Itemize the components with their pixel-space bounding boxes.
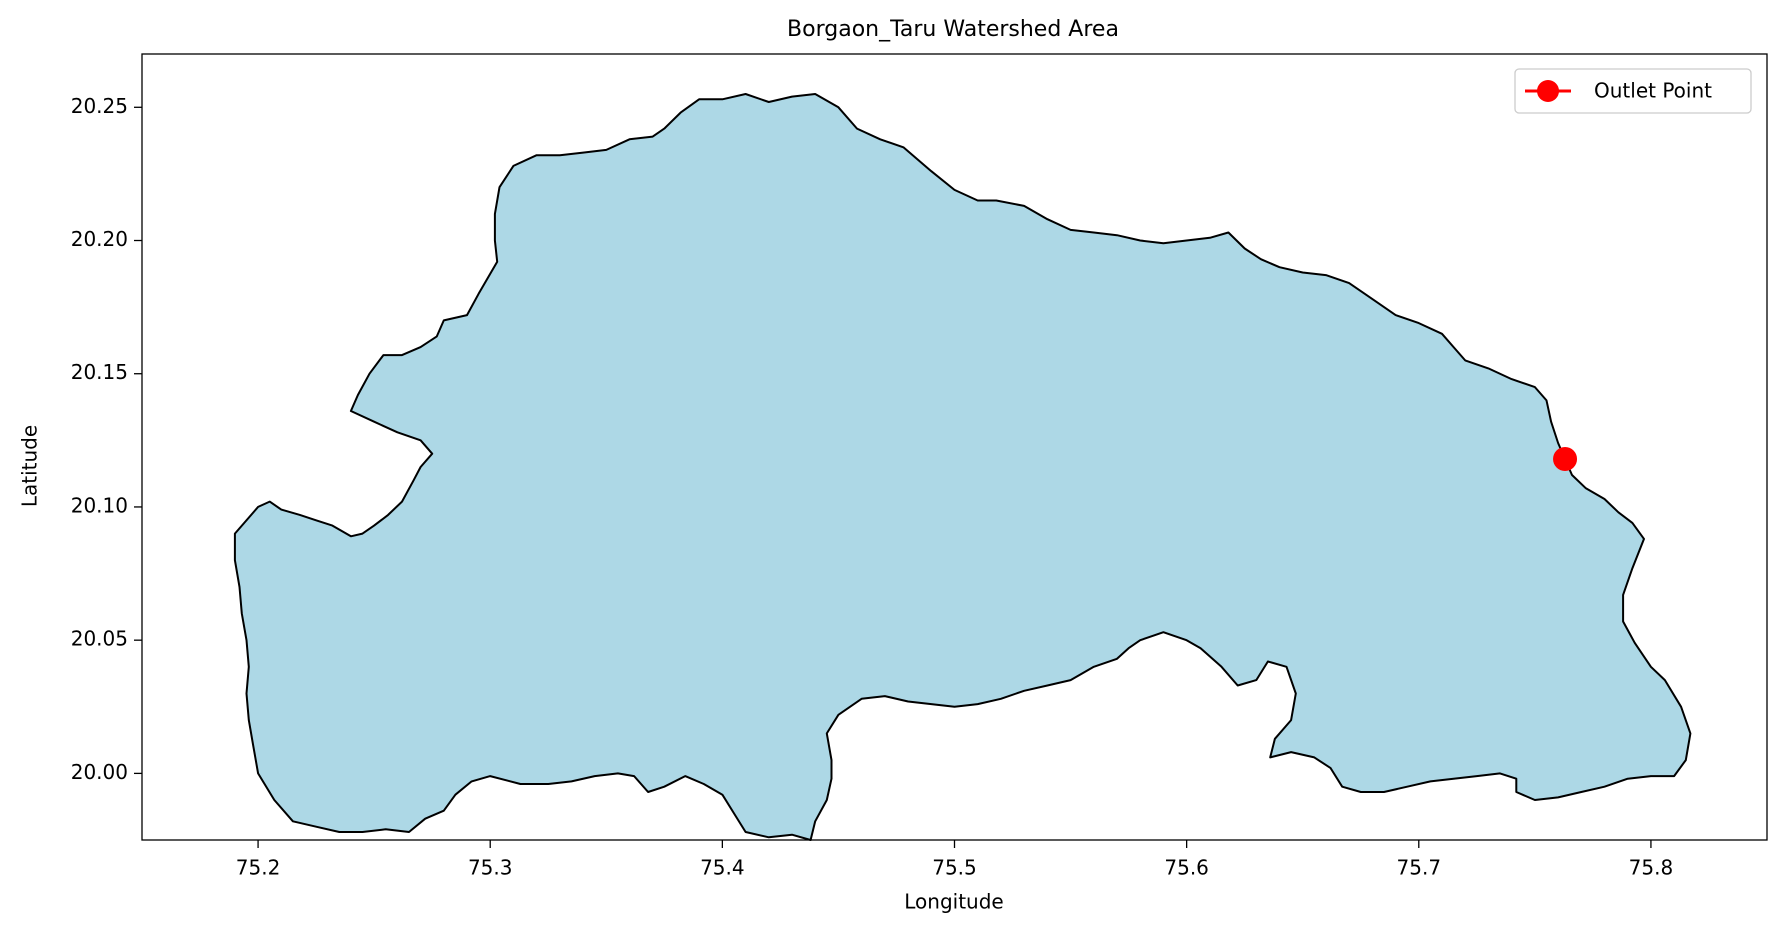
y-axis-label: Latitude bbox=[18, 425, 42, 507]
y-tick-label: 20.10 bbox=[71, 493, 128, 517]
legend-box bbox=[1514, 68, 1752, 114]
y-axis-ticks: 20.00 20.05 20.10 20.15 20.20 20.25 bbox=[71, 94, 142, 784]
x-axis-label: Longitude bbox=[904, 890, 1003, 914]
legend: Outlet Point bbox=[1514, 68, 1752, 114]
x-tick-label: 75.2 bbox=[236, 856, 281, 880]
legend-entry-outlet-point: Outlet Point bbox=[1594, 79, 1712, 103]
x-axis-ticks: 75.2 75.3 75.4 75.5 75.6 75.7 75.8 bbox=[236, 840, 1673, 880]
x-tick-label: 75.5 bbox=[932, 856, 977, 880]
x-tick-label: 75.8 bbox=[1629, 856, 1674, 880]
y-tick-label: 20.00 bbox=[71, 760, 128, 784]
y-tick-label: 20.25 bbox=[71, 94, 128, 118]
outlet-point-marker bbox=[1553, 446, 1578, 471]
legend-marker-swatch bbox=[1537, 80, 1559, 102]
x-tick-label: 75.4 bbox=[700, 856, 745, 880]
plot-area bbox=[141, 53, 1768, 841]
x-tick-label: 75.3 bbox=[468, 856, 513, 880]
watershed-boundary bbox=[233, 93, 1692, 841]
y-tick-label: 20.15 bbox=[71, 360, 128, 384]
y-tick-label: 20.20 bbox=[71, 227, 128, 251]
map-title: Borgaon_Taru Watershed Area bbox=[787, 17, 1119, 42]
x-tick-label: 75.6 bbox=[1164, 856, 1209, 880]
y-tick-label: 20.05 bbox=[71, 627, 128, 651]
x-tick-label: 75.7 bbox=[1397, 856, 1442, 880]
